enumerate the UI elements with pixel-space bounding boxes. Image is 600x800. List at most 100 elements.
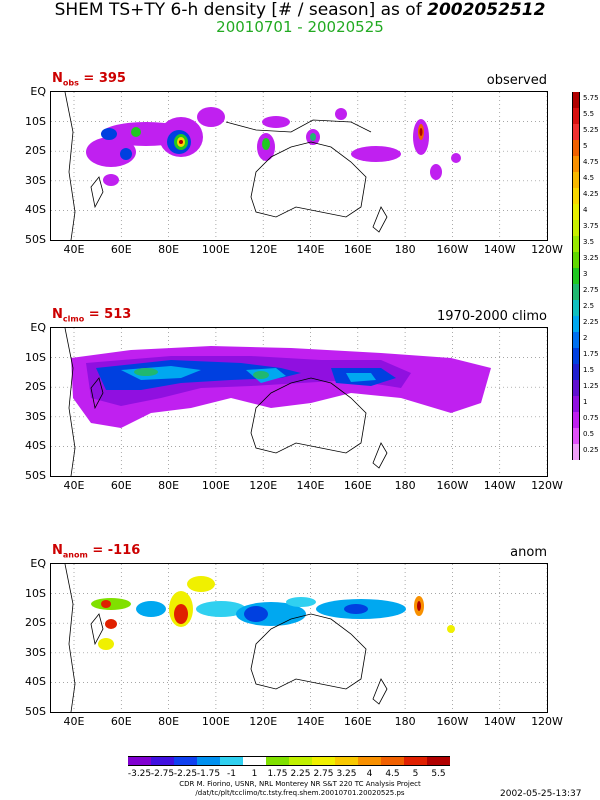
vertical-colorbar-swatch — [572, 268, 580, 284]
credit-line-2: /dat/tc/plt/tcclimo/tc.tsty.freq.shem.20… — [195, 789, 405, 797]
climo-coastlines — [64, 328, 388, 476]
observed-x-tick-40e: 40E — [63, 243, 85, 256]
anom-x-tick-140e: 140E — [296, 715, 325, 728]
vertical-colorbar-label: 2.25 — [583, 318, 599, 326]
vertical-colorbar-label: 0.5 — [583, 430, 595, 438]
observed-x-tick-180: 180 — [394, 243, 416, 256]
climo-x-tick-140w: 140W — [483, 479, 516, 492]
climo-x-tick-100e: 100E — [201, 479, 230, 492]
vertical-colorbar-label: 2.5 — [583, 302, 595, 310]
vertical-colorbar-label: 1.5 — [583, 366, 595, 374]
climo-x-tick-160w: 160W — [436, 479, 469, 492]
horizontal-colorbar-label: 4 — [366, 769, 373, 779]
vertical-colorbar-swatch — [572, 316, 580, 332]
horizontal-colorbar-label: -1.75 — [196, 769, 221, 779]
climo-y-tick-10s: 10S — [25, 350, 46, 364]
observed-x-tick-100e: 100E — [201, 243, 230, 256]
anom-panel-label: anom — [510, 545, 547, 560]
climo-y-tick-eq: EQ — [30, 321, 46, 334]
anom-x-tick-80e: 80E — [158, 715, 180, 728]
vertical-colorbar-label: 5 — [583, 142, 588, 150]
vertical-colorbar-label: 5.75 — [583, 94, 599, 102]
observed-x-tick-140w: 140W — [483, 243, 516, 256]
climo-x-tick-120e: 120E — [249, 479, 278, 492]
anom-map — [51, 564, 547, 712]
anom-x-tick-120e: 120E — [249, 715, 278, 728]
vertical-colorbar-swatch — [572, 332, 580, 348]
observed-x-tick-160w: 160W — [436, 243, 469, 256]
observed-y-tick-50s: 50S — [25, 233, 46, 246]
vertical-colorbar-label: 4.75 — [583, 158, 599, 166]
vertical-colorbar-label: 0.25 — [583, 446, 599, 454]
vertical-colorbar-swatch — [572, 396, 580, 412]
climo-count-label: Nclmo = 513 — [52, 307, 132, 324]
observed-y-tick-20s: 20S — [25, 144, 46, 158]
vertical-colorbar-swatch — [572, 348, 580, 364]
anom-map-panel — [50, 563, 548, 713]
anom-x-tick-100e: 100E — [201, 715, 230, 728]
title-text: SHEM TS+TY 6-h density [# / season] as o… — [54, 0, 422, 20]
climo-x-tick-120w: 120W — [531, 479, 563, 492]
vertical-colorbar-swatch — [572, 140, 580, 156]
title-timestamp: 2002052512 — [427, 0, 546, 20]
horizontal-colorbar-swatch — [128, 756, 151, 766]
climo-x-tick-40e: 40E — [63, 479, 85, 492]
page-title: SHEM TS+TY 6-h density [# / season] as o… — [0, 0, 600, 20]
vertical-colorbar-swatch — [572, 204, 580, 220]
observed-x-tick-120w: 120W — [531, 243, 563, 256]
horizontal-colorbar-label: 4.5 — [385, 769, 400, 779]
vertical-colorbar-swatch — [572, 92, 580, 108]
anom-x-tick-160e: 160E — [343, 715, 372, 728]
vertical-colorbar-label: 4.25 — [583, 190, 599, 198]
observed-x-tick-80e: 80E — [158, 243, 180, 256]
observed-map-panel — [50, 91, 548, 241]
horizontal-colorbar-swatch — [243, 756, 266, 766]
anom-y-tick-30s: 30S — [25, 645, 46, 659]
vertical-colorbar-swatch — [572, 236, 580, 252]
horizontal-colorbar-swatch — [174, 756, 197, 766]
vertical-colorbar-label: 5.5 — [583, 110, 595, 118]
anom-x-tick-60e: 60E — [110, 715, 132, 728]
vertical-colorbar-label: 1.75 — [583, 350, 599, 358]
timestamp: 2002-05-25-13:37 — [500, 789, 582, 799]
vertical-colorbar-label: 1 — [583, 398, 588, 406]
climo-density — [71, 346, 491, 428]
vertical-colorbar-swatch — [572, 284, 580, 300]
observed-x-tick-160e: 160E — [343, 243, 372, 256]
vertical-colorbar-swatch — [572, 220, 580, 236]
vertical-colorbar-label: 3.25 — [583, 254, 599, 262]
horizontal-colorbar-label: 2.25 — [290, 769, 311, 779]
anom-coastlines — [64, 564, 388, 712]
horizontal-colorbar-swatch — [151, 756, 174, 766]
climo-x-tick-60e: 60E — [110, 479, 132, 492]
horizontal-colorbar-swatch — [335, 756, 358, 766]
horizontal-colorbar-label: 1 — [251, 769, 258, 779]
observed-density — [86, 107, 461, 186]
observed-panel-label: observed — [486, 73, 547, 88]
climo-y-tick-40s: 40S — [25, 439, 46, 453]
observed-y-tick-10s: 10S — [25, 114, 46, 128]
anom-x-tick-160w: 160W — [436, 715, 469, 728]
anom-x-tick-180: 180 — [394, 715, 416, 728]
climo-y-tick-30s: 30S — [25, 409, 46, 423]
horizontal-colorbar-label: 2.75 — [313, 769, 334, 779]
anom-y-tick-eq: EQ — [30, 557, 46, 570]
page-subtitle: 20010701 - 20020525 — [216, 18, 384, 36]
anom-x-tick-140w: 140W — [483, 715, 516, 728]
vertical-colorbar-label: 4 — [583, 206, 588, 214]
vertical-colorbar-swatch — [572, 428, 580, 444]
vertical-colorbar-label: 0.75 — [583, 414, 599, 422]
horizontal-colorbar-label: 5 — [412, 769, 419, 779]
climo-x-tick-160e: 160E — [343, 479, 372, 492]
horizontal-colorbar-swatch — [427, 756, 450, 766]
vertical-colorbar-label: 2 — [583, 334, 588, 342]
vertical-colorbar-swatch — [572, 188, 580, 204]
horizontal-colorbar-swatch — [358, 756, 381, 766]
horizontal-colorbar-label: 3.25 — [336, 769, 357, 779]
climo-panel-label: 1970-2000 climo — [437, 309, 547, 324]
anom-y-tick-10s: 10S — [25, 586, 46, 600]
vertical-colorbar-label: 5.25 — [583, 126, 599, 134]
vertical-colorbar-swatch — [572, 444, 580, 460]
climo-x-tick-80e: 80E — [158, 479, 180, 492]
vertical-colorbar-swatch — [572, 172, 580, 188]
